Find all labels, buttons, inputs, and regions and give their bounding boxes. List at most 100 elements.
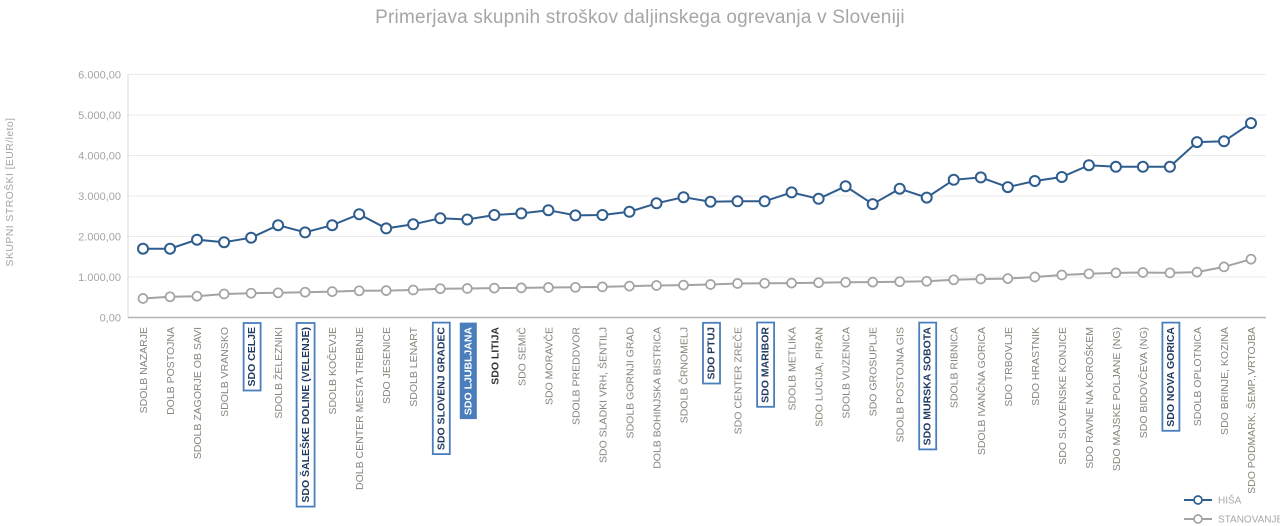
y-tick-label: 6.000,00 — [78, 70, 121, 82]
data-point-hisa — [272, 219, 285, 232]
x-axis-label[interactable]: SDO BIDOVČEVA (NG) — [1137, 327, 1150, 438]
y-axis-title: SKUPNI STROŠKI [EUR/leto] — [3, 118, 16, 267]
data-point-stanovanje — [1029, 271, 1041, 283]
data-point-hisa — [677, 191, 690, 204]
data-point-stanovanje — [380, 285, 392, 296]
x-axis-label[interactable]: DOLB CENTER MESTA TREBNJE — [354, 327, 366, 490]
x-axis-label-group: SDO MORAVČE — [542, 327, 555, 405]
x-axis-label[interactable]: SDO CENTER ZREČE — [732, 327, 745, 434]
legend-marker-hisa — [1193, 495, 1203, 505]
x-axis-label-group: DOLB POSTOJNA — [165, 327, 177, 415]
data-point-stanovanje — [1137, 267, 1149, 278]
data-point-hisa — [326, 219, 339, 232]
x-axis-label-group: SDOLB KOČEVJE — [326, 327, 339, 415]
x-axis-label[interactable]: SDOLB GORNJI GRAD — [624, 327, 636, 439]
x-axis-label-group: SDOLB GORNJI GRAD — [624, 327, 636, 439]
x-axis-label-group: SDO BIDOVČEVA (NG) — [1137, 327, 1150, 438]
x-axis-label-group: DOLB BOHINJSKA BISTRICA — [652, 327, 664, 469]
x-axis-label-group: SDO PODMARK, ŠEMP.,VRTOJBA — [1245, 327, 1258, 494]
x-axis-label[interactable]: SDO LITIJA — [489, 327, 501, 385]
x-axis-label[interactable]: SDO MORAVČE — [542, 327, 555, 405]
data-point-hisa — [596, 209, 609, 221]
data-point-hisa — [704, 195, 717, 208]
x-axis-label[interactable]: SDO CELJE — [246, 327, 258, 387]
x-axis-label[interactable]: SDO TRBOVLJE — [1003, 327, 1015, 407]
x-axis-label[interactable]: DOLB POSTOJNA — [165, 327, 177, 415]
x-axis-label[interactable]: SDOLB VUZENICA — [841, 327, 853, 419]
data-point-stanovanje — [1191, 266, 1203, 278]
x-axis-label[interactable]: SDO HRASTNIK — [1030, 327, 1042, 406]
category-highlight-box — [242, 322, 262, 392]
x-axis-label[interactable]: SDOLB VRANSKO — [219, 327, 231, 417]
x-axis-label[interactable]: SDO SLOVENSKE KONJICE — [1057, 327, 1069, 465]
x-axis-label-group: SDO MURSKA SOBOTA — [918, 321, 938, 451]
data-point-stanovanje — [1245, 253, 1257, 265]
x-axis-label[interactable]: SDO MAJSKE POLJANE (NG) — [1111, 327, 1123, 471]
x-axis-label[interactable]: SDOLB RIBNICA — [949, 327, 961, 408]
x-axis-label-group: SDO SLOVENSKE KONJICE — [1057, 327, 1069, 465]
x-axis-label-group: SDO ŠALEŠKE DOLINE (VELENJE) — [295, 322, 316, 508]
data-point-stanovanje — [975, 273, 987, 285]
x-axis-label[interactable]: SDO SEMIČ — [515, 327, 528, 386]
category-highlight-fill — [459, 322, 477, 420]
y-tick-label: 3.000,00 — [78, 191, 121, 203]
x-axis-label[interactable]: SDOLB METLIKA — [787, 327, 799, 410]
data-point-stanovanje — [678, 279, 689, 291]
data-point-stanovanje — [299, 286, 311, 298]
x-axis-label[interactable]: SDOLB PREDDVOR — [570, 327, 582, 425]
x-axis-label[interactable]: DOLB BOHINJSKA BISTRICA — [652, 327, 664, 469]
x-axis-label[interactable]: SDO SLADKI VRH, ŠENTILJ — [596, 327, 609, 463]
data-point-hisa — [515, 207, 528, 220]
x-axis-label-group: SDOLB METLIKA — [787, 327, 799, 410]
x-axis-label[interactable]: SDOLB NAZARJE — [138, 327, 150, 413]
x-axis-label[interactable]: SDO ŠALEŠKE DOLINE (VELENJE) — [299, 327, 312, 503]
y-tick-label: 2.000,00 — [78, 232, 121, 244]
x-axis-label[interactable]: SDO BRINJE, KOZINA — [1219, 327, 1231, 435]
x-axis-label[interactable]: SDOLB OPLOTNICA — [1192, 327, 1204, 426]
x-axis-label[interactable]: SDO NOVA GORICA — [1165, 327, 1177, 427]
x-axis-label-group: SDOLB POSTOJNA GIS — [895, 327, 907, 442]
legend-item-stanovanje[interactable]: STANOVANJE — [1184, 514, 1280, 526]
x-axis-label-group: SDOLB ČRNOMELJ — [678, 327, 691, 423]
data-point-hisa — [488, 209, 501, 221]
x-axis-label[interactable]: SDOLB LENART — [408, 326, 420, 406]
x-axis-label[interactable]: SDOLB ZAGORJE OB SAVI — [192, 327, 204, 459]
x-axis-label-group: SDOLB NAZARJE — [138, 327, 150, 413]
x-axis-label[interactable]: SDOLB ŽELEZNIKI — [272, 327, 285, 419]
x-axis-label[interactable]: SDOLB IVANČNA GORICA — [975, 327, 988, 455]
x-axis-label[interactable]: SDO PTUJ — [706, 327, 718, 380]
x-axis-label[interactable]: SDO PODMARK, ŠEMP.,VRTOJBA — [1245, 327, 1258, 494]
x-axis-label[interactable]: SDO LUCIJA, PIRAN — [814, 327, 826, 427]
data-point-stanovanje — [137, 293, 149, 304]
data-point-hisa — [1136, 160, 1149, 173]
data-point-stanovanje — [191, 290, 203, 302]
data-point-hisa — [434, 212, 447, 225]
x-axis-label-group: SDOLB VUZENICA — [841, 327, 853, 419]
x-axis-label-group: SDOLB OPLOTNICA — [1192, 327, 1204, 426]
data-point-hisa — [731, 195, 744, 208]
x-axis-label[interactable]: SDO SLOVENJ GRADEC — [435, 327, 447, 451]
legend-item-hisa[interactable]: HIŠA — [1184, 494, 1242, 507]
x-axis-label[interactable]: SDOLB POSTOJNA GIS — [895, 327, 907, 442]
category-highlight-box — [918, 321, 938, 451]
x-axis-label[interactable]: SDO LJUBLJANA — [462, 327, 474, 416]
x-axis-label[interactable]: SDO GROSUPLJE — [868, 327, 880, 416]
data-point-stanovanje — [1218, 261, 1230, 273]
legend-label-stanovanje: STANOVANJE — [1218, 515, 1280, 526]
x-axis-label[interactable]: SDO RAVNE NA KOROŠKEM — [1083, 327, 1096, 469]
x-axis-label-group: SDOLB VRANSKO — [219, 327, 231, 417]
chart-title: Primerjava skupnih stroškov daljinskega … — [375, 7, 905, 28]
data-point-hisa — [137, 242, 149, 255]
x-axis-label-group: SDO PTUJ — [702, 321, 721, 385]
x-axis-label[interactable]: SDOLB KOČEVJE — [326, 327, 339, 415]
legend-label-hisa: HIŠA — [1218, 494, 1242, 507]
x-axis-label[interactable]: SDO JESENICE — [381, 327, 393, 404]
x-axis-label[interactable]: SDOLB ČRNOMELJ — [678, 327, 691, 423]
data-point-stanovanje — [164, 291, 176, 303]
data-point-stanovanje — [461, 283, 473, 294]
data-point-stanovanje — [1164, 267, 1176, 279]
x-axis-label[interactable]: SDO MURSKA SOBOTA — [922, 327, 934, 446]
data-point-stanovanje — [326, 286, 338, 297]
data-point-hisa — [569, 209, 582, 222]
x-axis-label[interactable]: SDO MARIBOR — [760, 327, 772, 403]
